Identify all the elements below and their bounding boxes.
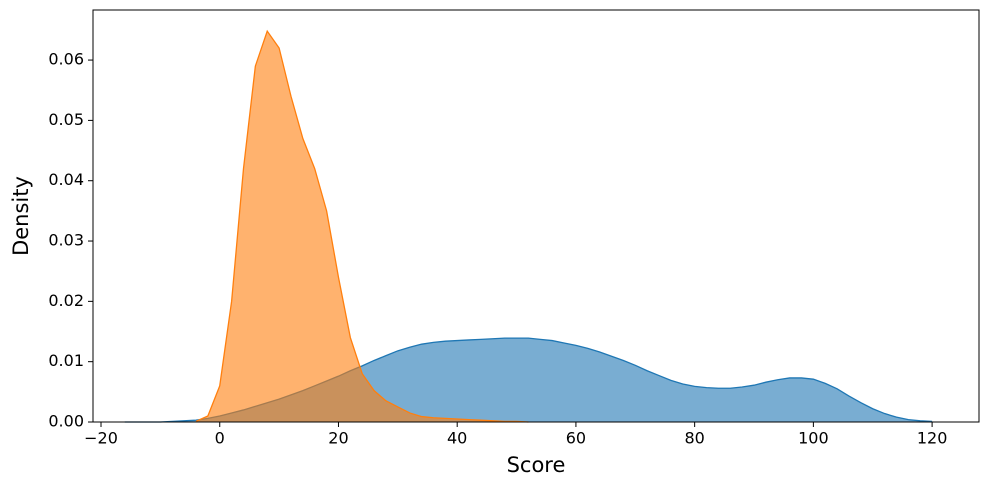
y-tick-label: 0.02 [48, 291, 84, 310]
y-axis-title: Density [9, 176, 33, 256]
y-tick-label: 0.05 [48, 110, 84, 129]
y-tick-label: 0.06 [48, 50, 84, 69]
x-tick-label: 120 [917, 429, 948, 448]
y-tick-label: 0.03 [48, 231, 84, 250]
density-line [195, 29, 529, 423]
density-area [196, 31, 529, 423]
x-tick-label: 100 [798, 429, 829, 448]
x-tick-label: 0 [215, 429, 225, 448]
x-tick-label: 40 [447, 429, 467, 448]
y-tick-label: 0.04 [48, 170, 84, 189]
x-tick-label: −20 [84, 429, 118, 448]
plot-frame [92, 9, 980, 423]
x-axis-title: Score [507, 453, 566, 477]
x-tick-label: 80 [684, 429, 704, 448]
x-tick-label: 60 [566, 429, 586, 448]
y-tick-label: 0.00 [48, 412, 84, 431]
y-tick-label: 0.01 [48, 351, 84, 370]
x-tick-label: 20 [328, 429, 348, 448]
